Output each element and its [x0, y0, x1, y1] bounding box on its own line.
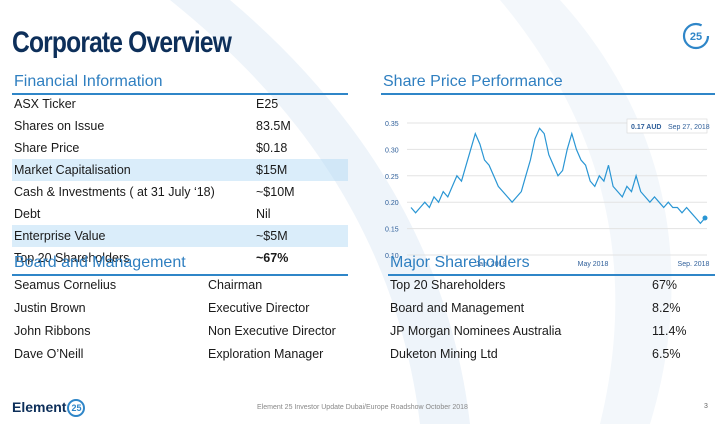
- shareholder-percent: 6.5%: [652, 347, 681, 361]
- shareholders-table: Top 20 Shareholders 67% Board and Manageme…: [390, 274, 715, 366]
- board-divider: [12, 274, 348, 276]
- financial-heading: Financial Information: [14, 73, 163, 90]
- y-tick-label: 0.35: [385, 121, 399, 128]
- financial-row: Share Price $0.18: [12, 137, 348, 159]
- x-tick-label: Sep. 2018: [678, 261, 710, 268]
- board-member-name: John Ribbons: [14, 324, 91, 338]
- financial-value: ~67%: [256, 251, 289, 265]
- element25-logo-icon: 25: [682, 22, 710, 50]
- financial-row: Debt Nil: [12, 203, 348, 225]
- y-tick-label: 0.25: [385, 174, 399, 181]
- financial-row: Market Capitalisation $15M: [12, 159, 348, 181]
- shareholder-name: JP Morgan Nominees Australia: [390, 324, 562, 338]
- tooltip-box: [626, 118, 708, 134]
- board-member-role: Executive Director: [208, 301, 310, 315]
- board-row: John Ribbons Non Executive Director: [14, 320, 350, 343]
- y-tick-label: 0.10: [385, 253, 399, 260]
- share-price-chart: 0.35 0.30 0.25 0.20 0.15 0.10 Jan. 2018 May 201…: [385, 118, 710, 268]
- board-member-name: Dave O’Neill: [14, 347, 84, 361]
- x-tick-label: May 2018: [578, 261, 609, 268]
- last-price-point: [702, 215, 708, 221]
- financial-label: ASX Ticker: [14, 97, 76, 111]
- financial-label: Cash & Investments ( at 31 July ‘18): [14, 185, 215, 199]
- y-tick-label: 0.30: [385, 147, 399, 154]
- board-member-role: Non Executive Director: [208, 324, 336, 338]
- financial-label: Market Capitalisation: [14, 163, 131, 177]
- shareholders-divider: [388, 274, 715, 276]
- shareholder-row: Board and Management 8.2%: [390, 297, 715, 320]
- board-member-role: Chairman: [208, 278, 263, 292]
- brand-name: Element: [12, 399, 67, 415]
- share-price-divider: [381, 93, 715, 95]
- shareholder-row: Duketon Mining Ltd 6.5%: [390, 343, 715, 366]
- board-member-name: Justin Brown: [14, 301, 86, 315]
- shareholder-row: JP Morgan Nominees Australia 11.4%: [390, 320, 715, 343]
- footer-caption: Element 25 Investor Update Dubai/Europe …: [257, 404, 468, 411]
- financial-divider: [12, 93, 348, 95]
- financial-value: $15M: [256, 163, 288, 177]
- financial-row: Enterprise Value ~$5M: [12, 225, 348, 247]
- x-tick-label: Jan. 2018: [476, 261, 507, 268]
- financial-value: Nil: [256, 207, 271, 221]
- board-row: Justin Brown Executive Director: [14, 297, 350, 320]
- price-series-line: [410, 127, 706, 225]
- tooltip-date: Sep 27, 2018: [668, 124, 710, 131]
- svg-text:25: 25: [690, 31, 702, 43]
- page-number: 3: [704, 403, 708, 410]
- financial-row: Shares on Issue 83.5M: [12, 115, 348, 137]
- board-heading: Board and Management: [14, 254, 186, 271]
- financial-label: Debt: [14, 207, 41, 221]
- brand-logo: Element 25: [12, 399, 86, 418]
- board-member-name: Seamus Cornelius: [14, 278, 117, 292]
- financial-label: Share Price: [14, 141, 80, 155]
- y-tick-label: 0.15: [385, 227, 399, 234]
- shareholders-heading: Major Shareholders: [390, 254, 530, 271]
- financial-value: ~$5M: [256, 229, 288, 243]
- shareholder-percent: 67%: [652, 278, 678, 292]
- brand-badge-icon: 25: [67, 399, 86, 418]
- financial-row: ASX Ticker E25: [12, 93, 348, 115]
- financial-value: $0.18: [256, 141, 288, 155]
- tooltip-price: 0.17 AUD: [631, 124, 661, 131]
- shareholder-row: Top 20 Shareholders 67%: [390, 274, 715, 297]
- financial-value: ~$10M: [256, 185, 295, 199]
- financial-row: Top 20 Shareholders ~67%: [12, 247, 348, 269]
- shareholder-name: Board and Management: [390, 301, 525, 315]
- financial-table: ASX Ticker E25 Shares on Issue 83.5M Share P…: [12, 93, 348, 269]
- y-tick-label: 0.20: [385, 200, 399, 207]
- board-row: Seamus Cornelius Chairman: [14, 274, 350, 297]
- shareholder-name: Duketon Mining Ltd: [390, 347, 498, 361]
- board-member-role: Exploration Manager: [208, 347, 324, 361]
- shareholder-percent: 11.4%: [652, 324, 687, 338]
- financial-row: Cash & Investments ( at 31 July ‘18) ~$10…: [12, 181, 348, 203]
- financial-label: Shares on Issue: [14, 119, 105, 133]
- board-table: Seamus Cornelius Chairman Justin Brown Exec…: [14, 274, 350, 366]
- shareholder-name: Top 20 Shareholders: [390, 278, 506, 292]
- share-price-heading: Share Price Performance: [383, 73, 563, 90]
- financial-value: 83.5M: [256, 119, 291, 133]
- financial-value: E25: [256, 97, 279, 111]
- financial-label: Enterprise Value: [14, 229, 106, 243]
- financial-label: Top 20 Shareholders: [14, 251, 130, 265]
- board-row: Dave O’Neill Exploration Manager: [14, 343, 350, 366]
- page-title: Corporate Overview: [12, 26, 232, 59]
- shareholder-percent: 8.2%: [652, 301, 681, 315]
